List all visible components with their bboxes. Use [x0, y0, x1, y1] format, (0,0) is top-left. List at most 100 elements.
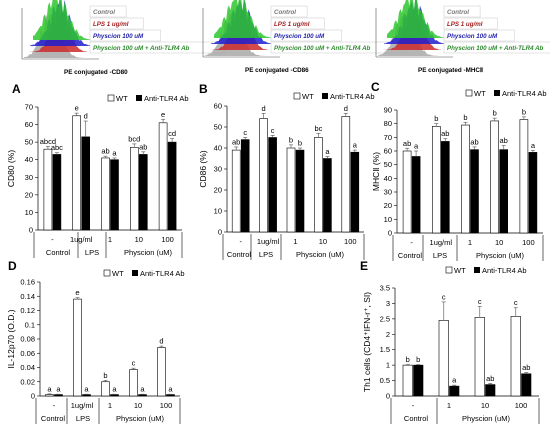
histogram-legend-box: [443, 17, 498, 30]
bar-anti-tlr4: [167, 141, 177, 231]
significance-label: b: [434, 114, 438, 123]
bar-anti-tlr4: [323, 158, 332, 233]
bar-anti-tlr4: [528, 152, 538, 234]
histogram-legend-label: LPS 1 ug/ml: [447, 21, 483, 28]
x-tick-label: 100: [344, 237, 357, 246]
x-tick-label: -: [51, 235, 54, 244]
y-tick-label: 60: [214, 102, 222, 111]
significance-label: e: [75, 104, 79, 113]
histogram-legend-box: [270, 17, 325, 30]
histogram-legend-box: [443, 41, 550, 54]
y-tick-label: 30: [384, 188, 392, 197]
histogram-legend-label: Physcion 100 uM + Anti-TLR4 Ab: [274, 45, 371, 52]
y-tick-label: 90: [384, 106, 392, 115]
y-tick-label: 10: [25, 208, 33, 217]
significance-label: a: [56, 385, 61, 394]
bar-anti-tlr4: [499, 149, 509, 234]
bar-anti-tlr4: [485, 384, 496, 397]
legend-label-anti-tlr4: Anti-TLR4 Ab: [502, 89, 547, 98]
legend-swatch-anti-tlr4: [474, 267, 480, 273]
x-tick-label: 1: [108, 235, 112, 244]
legend-swatch-wt: [107, 94, 115, 102]
bar-anti-tlr4: [440, 141, 450, 234]
significance-label: b: [493, 109, 497, 118]
y-tick-label: 0.08: [20, 335, 35, 344]
y-tick-label: 1.5: [380, 345, 390, 354]
x-tick-label: -: [412, 401, 415, 410]
legend-label-anti-tlr4: Anti-TLR4 Ab: [144, 94, 189, 103]
y-tick-label: 40: [384, 174, 392, 183]
histogram-legend-box: [443, 29, 515, 42]
x-group-label: Control: [398, 251, 423, 260]
x-tick-label: 1: [447, 401, 451, 410]
x-tick-label: -: [239, 237, 242, 246]
chart-panel-e: E 0 0.5 1 1.5 2 2.5 3 3.5 Th1 cells (CD4⁺IFN-r⁺, …: [360, 259, 540, 424]
y-tick-label: 30: [214, 165, 222, 174]
significance-label: ab: [101, 147, 109, 156]
bar-anti-tlr4: [52, 154, 62, 231]
y-tick-label: 40: [214, 144, 222, 153]
significance-label: ab: [486, 374, 494, 383]
significance-label: abcd: [40, 137, 56, 146]
significance-label: abc: [51, 143, 63, 152]
x-group-label: Physcion (uM): [124, 248, 172, 257]
bar-wt: [101, 381, 110, 397]
bar-wt: [314, 137, 323, 233]
bar-anti-tlr4: [139, 154, 148, 231]
bar-wt: [158, 122, 168, 231]
significance-label: ab: [500, 136, 508, 145]
significance-label: a: [112, 385, 117, 394]
histogram-legend-label: Physcion 100 uM: [447, 33, 498, 40]
significance-label: a: [452, 376, 457, 385]
bar-wt: [157, 347, 166, 397]
significance-label: c: [514, 298, 518, 307]
bar-anti-tlr4: [110, 394, 119, 397]
significance-label: e: [161, 110, 165, 119]
x-tick-label: 1ug/ml: [71, 401, 94, 410]
x-tick-label: 100: [161, 235, 174, 244]
histogram-caption: PE conjugated -CD86: [245, 67, 309, 74]
x-group-label: Control: [404, 414, 429, 423]
legend-label-wt: WT: [302, 92, 314, 101]
y-tick-label: 0.06: [20, 349, 35, 358]
legend-label-wt: WT: [112, 269, 124, 278]
x-group-label: Control: [227, 250, 252, 259]
bar-anti-tlr4: [82, 394, 91, 397]
y-tick-label: 0: [218, 228, 222, 237]
significance-label: a: [168, 385, 173, 394]
y-tick-label: 60: [25, 120, 33, 129]
significance-label: bc: [314, 124, 322, 133]
bar-wt: [43, 148, 53, 231]
histogram-legend-label: Control: [93, 9, 115, 16]
histogram-legend-label: Physcion 100 uM: [93, 33, 144, 40]
bar-anti-tlr4: [470, 149, 479, 234]
panel-letter: C: [371, 80, 380, 94]
y-tick-label: 10: [384, 215, 392, 224]
histogram-legend-label: Physcion 100 uM: [274, 33, 325, 40]
significance-label: b: [406, 355, 410, 364]
bar-wt: [474, 317, 485, 397]
significance-label: a: [353, 141, 358, 150]
chart-panel-c: C 0 10 20 30 40 50 60 70 80 90 MHCⅡ (%) WT Anti-TLR4 …: [371, 80, 547, 261]
bar-anti-tlr4: [54, 394, 63, 397]
x-tick-label: 100: [522, 238, 535, 247]
x-tick-label: 10: [134, 401, 142, 410]
x-group-label: Physcion (uM): [462, 414, 510, 423]
x-tick-label: 10: [495, 238, 503, 247]
histogram-trace: [214, 0, 274, 38]
bar-anti-tlr4: [449, 385, 460, 397]
bar-wt: [259, 118, 268, 233]
histogram-legend-label: Control: [447, 9, 469, 16]
y-tick-label: 40: [25, 155, 33, 164]
bar-anti-tlr4: [166, 394, 175, 397]
y-tick-label: 80: [384, 119, 392, 128]
bar-anti-tlr4: [268, 137, 277, 233]
chart-panel-d: D 0 0.02 0.04 0.06 0.08 0.1 0.12 0.14 0.16 IL-12p7…: [6, 259, 185, 424]
significance-label: b: [298, 139, 302, 148]
y-tick-label: 60: [384, 147, 392, 156]
bar-wt: [490, 120, 500, 234]
significance-label: a: [325, 147, 330, 156]
significance-label: ab: [522, 363, 530, 372]
significance-label: ab: [139, 142, 147, 151]
